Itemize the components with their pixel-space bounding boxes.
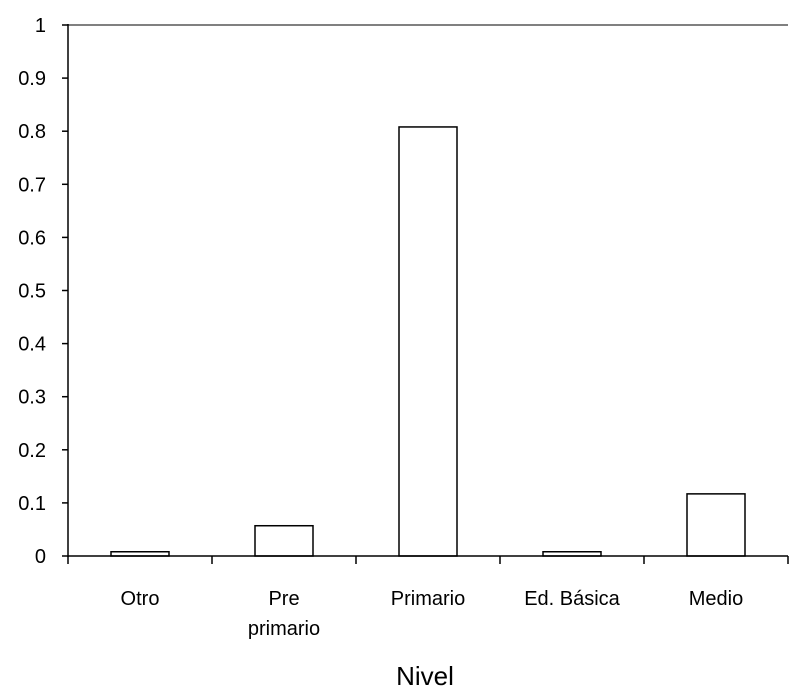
- bar: [686, 493, 746, 557]
- x-axis-tick-labels: Otro Pre primario Primario Ed. Básica Medio: [121, 588, 744, 640]
- y-tick-label: 0.3: [18, 387, 46, 409]
- bar: [254, 524, 314, 557]
- x-tick-label: Pre: [268, 588, 299, 610]
- x-tick-label: Medio: [689, 588, 743, 610]
- y-tick-label: 0.2: [18, 440, 46, 462]
- y-axis-tick-labels: 0 0.1 0.2 0.3 0.4 0.5 0.6 0.7 0.8 0.9 1: [18, 15, 46, 568]
- y-tick-label: 0.5: [18, 281, 46, 303]
- x-axis-title: Nivel: [396, 661, 454, 691]
- bar: [398, 126, 458, 557]
- y-tick-label: 1: [35, 15, 46, 37]
- x-axis-ticks: [67, 556, 789, 564]
- x-tick-label: Ed. Básica: [524, 588, 620, 610]
- y-tick-label: 0.9: [18, 68, 46, 90]
- x-tick-label: primario: [248, 618, 320, 640]
- y-axis-ticks: [62, 24, 68, 557]
- y-tick-label: 0.4: [18, 334, 46, 356]
- y-tick-label: 0.8: [18, 121, 46, 143]
- y-tick-label: 0.7: [18, 174, 46, 196]
- x-tick-label: Primario: [391, 588, 465, 610]
- x-tick-label: Otro: [121, 588, 160, 610]
- y-tick-label: 0: [35, 546, 46, 568]
- bars: [110, 126, 746, 557]
- y-tick-label: 0.1: [18, 493, 46, 515]
- y-tick-label: 0.6: [18, 227, 46, 249]
